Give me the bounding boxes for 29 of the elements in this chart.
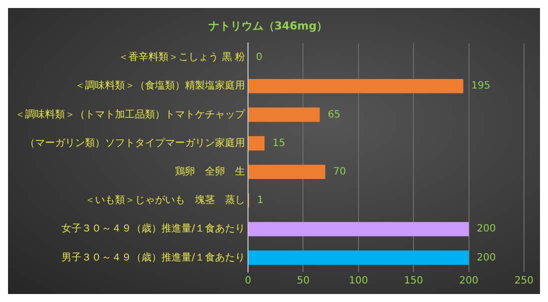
y-tick-label: 男子３０～４９（歳）推進量/１食あたり: [62, 251, 245, 264]
chart-title: ナトリウム（346mg）: [208, 19, 328, 32]
x-tick-label: 100: [348, 276, 368, 287]
y-tick-label: ＜調味料類＞（トマト加工品類）トマトケチャップ: [15, 108, 246, 120]
bar: [248, 108, 320, 122]
data-label: 70: [333, 166, 346, 178]
data-label: 0: [256, 52, 262, 64]
x-tick-label: 50: [296, 276, 310, 287]
data-label: 195: [471, 80, 490, 92]
y-tick-label: （マーガリン類）ソフトタイプマーガリン家庭用: [25, 136, 245, 149]
bar: [248, 250, 469, 265]
data-label: 1: [257, 195, 264, 206]
bar: [248, 136, 265, 150]
y-tick-label: 女子３０～４９（歳）推進量/１食あたり: [62, 222, 245, 235]
data-label: 65: [328, 109, 340, 120]
y-tick-label: 鶏卵 全卵 生: [175, 165, 245, 178]
bar: [248, 164, 326, 180]
data-label: 15: [272, 138, 286, 149]
y-tick-label: ＜香辛料類＞こしょう 黒 粉: [118, 51, 245, 64]
x-tick-label: 0: [244, 276, 252, 287]
x-tick-label: 250: [514, 276, 534, 287]
y-tick-label: ＜いも類＞じゃがいも 塊茎 蒸し: [85, 194, 245, 206]
data-label: 200: [476, 252, 496, 264]
data-label: 200: [476, 224, 496, 235]
bar: [248, 78, 464, 94]
y-tick-label: ＜調味料類＞（食塩類）精製塩家庭用: [75, 80, 245, 92]
x-tick-label: 150: [404, 276, 424, 287]
bar: [248, 222, 469, 236]
x-tick-label: 200: [459, 276, 478, 287]
